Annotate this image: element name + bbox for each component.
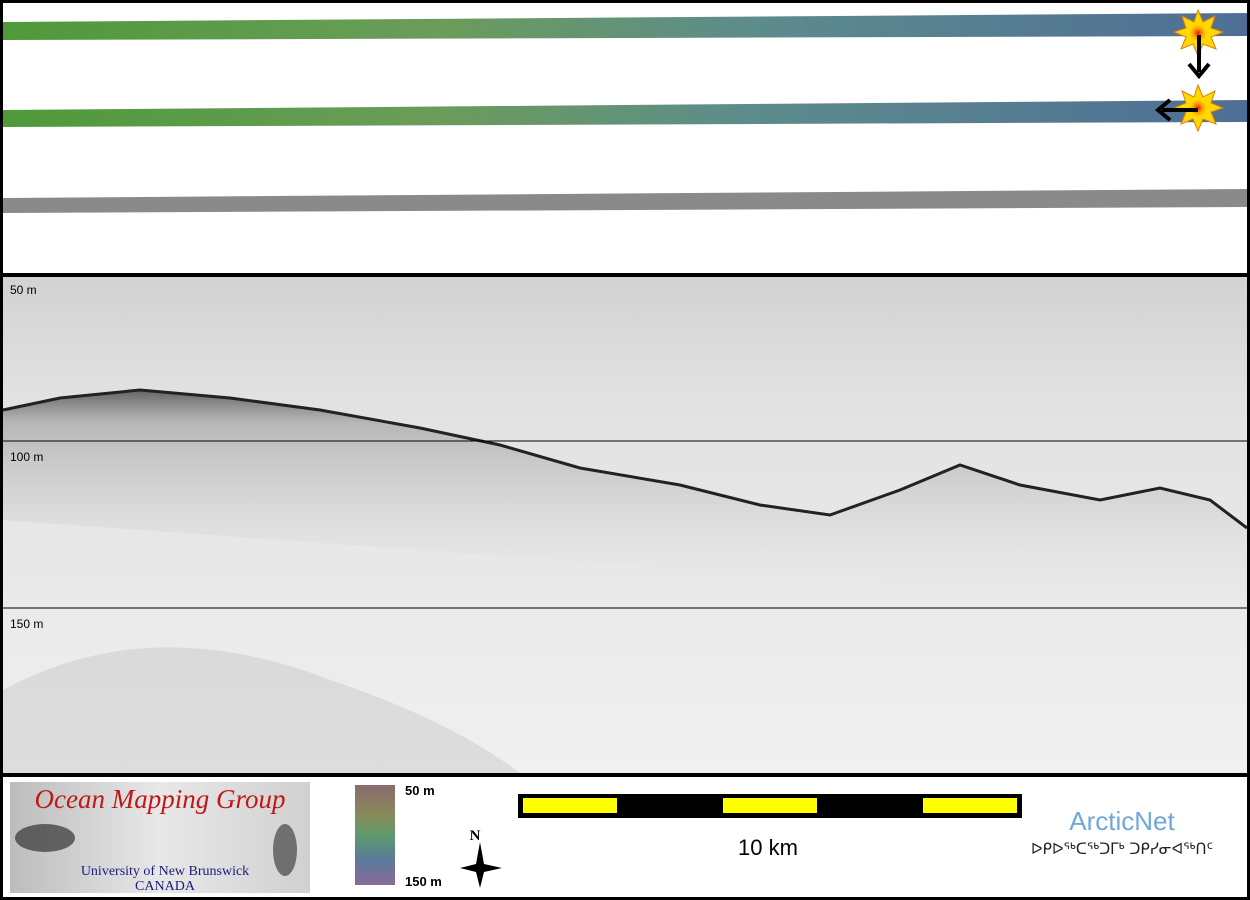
colorbar-label: 150 m	[405, 874, 442, 889]
divider	[0, 273, 1250, 277]
colorbar-label: 50 m	[405, 783, 435, 798]
scale-segment	[923, 798, 1017, 813]
arrow-head	[1187, 62, 1211, 80]
seabed	[2, 388, 1248, 530]
partner-subtitle: ᐅᑭᐅᖅᑕᖅᑐᒥᒃ ᑐᑭᓯᓂᐊᖅᑎᑦ	[1031, 840, 1213, 858]
echogram: 50 m 100 m 150 m	[2, 277, 1248, 773]
arrow-head	[1154, 98, 1172, 122]
scale-label: 10 km	[738, 835, 798, 860]
depth-label: 150 m	[10, 617, 43, 631]
divider	[0, 773, 1250, 777]
logo-graphic	[273, 824, 297, 876]
logo-text: University of New Brunswick	[81, 864, 249, 879]
depth-label: 100 m	[10, 450, 43, 464]
partner-name: ArcticNet	[1069, 806, 1175, 836]
multiple-echo	[3, 647, 520, 773]
swath-panel	[3, 8, 1247, 213]
footer: Ocean Mapping Group University of New Br…	[10, 782, 1213, 894]
depth-label: 50 m	[10, 283, 37, 297]
swath-strip	[3, 13, 1247, 40]
north-label: N	[470, 828, 481, 844]
scale-segment	[523, 798, 617, 813]
north-arrow	[460, 842, 502, 888]
logo-title: Ocean Mapping Group	[35, 784, 286, 814]
logo-text: CANADA	[135, 879, 196, 894]
swath-strip	[3, 100, 1247, 127]
sun-icon	[1172, 8, 1225, 58]
sub-bottom	[3, 390, 1247, 610]
backscatter-strip	[3, 189, 1247, 213]
logo-graphic	[15, 824, 75, 852]
colorbar	[355, 785, 395, 885]
scale-segment	[723, 798, 817, 813]
